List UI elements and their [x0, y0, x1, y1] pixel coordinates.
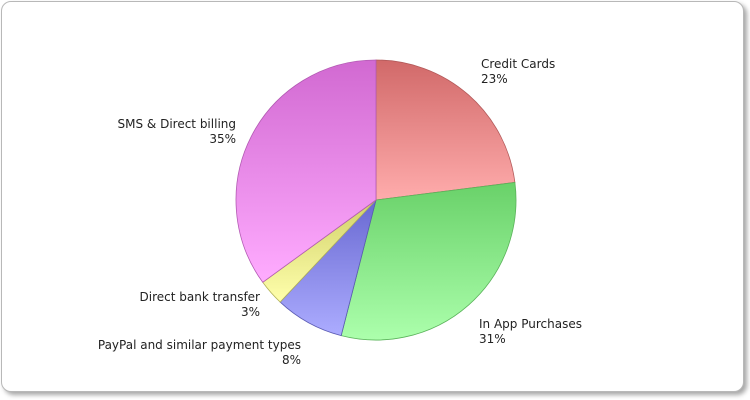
slice-label: SMS & Direct billing	[118, 117, 237, 131]
slice-percent-label: 31%	[479, 332, 506, 346]
slice-label: PayPal and similar payment types	[98, 338, 301, 352]
slice-percent-label: 23%	[481, 72, 508, 86]
slice-label: Credit Cards	[481, 57, 555, 71]
pie-slice-in-app-purchases	[340, 182, 517, 341]
slice-percent-label: 35%	[209, 132, 236, 146]
slice-label: Direct bank transfer	[140, 290, 261, 304]
slice-percent-label: 3%	[241, 305, 260, 319]
slice-label: In App Purchases	[479, 317, 582, 331]
slice-percent-label: 8%	[282, 353, 301, 367]
pie-slices	[235, 59, 517, 341]
pie-slice-credit-cards	[375, 59, 516, 201]
pie-slice-sms-direct-billing	[235, 59, 377, 283]
